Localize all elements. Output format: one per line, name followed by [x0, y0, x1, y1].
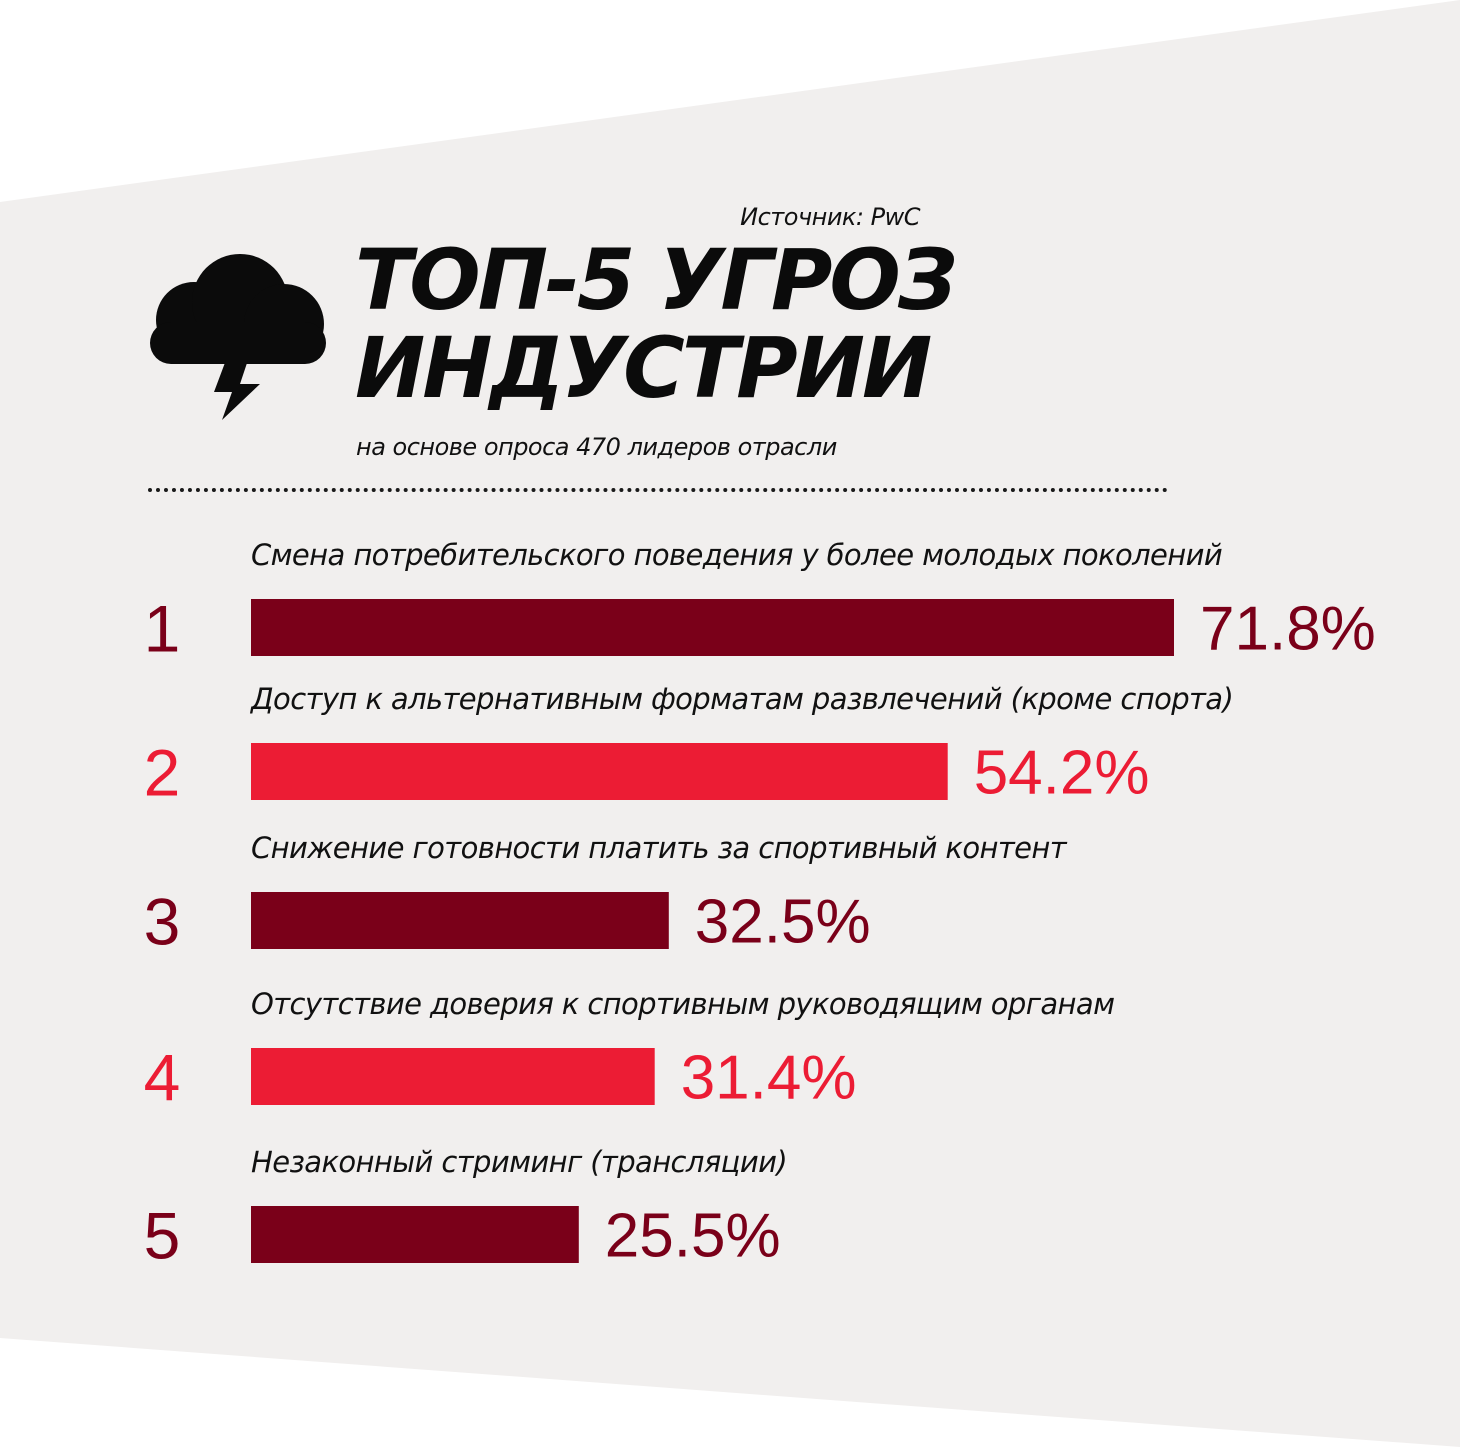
title-line-1: ТОП-5 УГРОЗ — [355, 231, 958, 329]
threat-value-label: 71.8% — [1200, 595, 1376, 664]
threat-rank: 1 — [144, 592, 181, 666]
threat-label: Доступ к альтернативным форматам развлеч… — [249, 682, 1233, 716]
thunderstorm-cloud-icon — [150, 254, 326, 420]
threat-label: Незаконный стриминг (трансляции) — [251, 1145, 787, 1179]
threat-rank: 2 — [144, 736, 181, 810]
source-note: Источник: PwC — [740, 203, 920, 231]
threat-value-label: 54.2% — [974, 739, 1150, 808]
threat-value-label: 25.5% — [605, 1202, 781, 1271]
threat-bar — [251, 743, 948, 800]
page-title: ТОП-5 УГРОЗ ИНДУСТРИИ — [355, 236, 975, 412]
threat-label: Снижение готовности платить за спортивны… — [251, 831, 1068, 865]
threat-label: Отсутствие доверия к спортивным руководя… — [251, 987, 1114, 1021]
threat-rank: 3 — [144, 885, 181, 959]
title-line-2: ИНДУСТРИИ — [355, 319, 932, 417]
threat-rank: 4 — [144, 1041, 181, 1115]
threat-bar — [251, 892, 669, 949]
threat-value-label: 32.5% — [695, 888, 871, 957]
threat-bar — [251, 1048, 655, 1105]
threat-rank: 5 — [144, 1199, 181, 1273]
subtitle: на основе опроса 470 лидеров отрасли — [356, 433, 837, 461]
threat-label: Смена потребительского поведения у более… — [251, 538, 1222, 572]
threat-value-label: 31.4% — [681, 1044, 857, 1113]
dotted-divider — [148, 488, 1168, 492]
threat-bar — [251, 1206, 579, 1263]
threat-bar — [251, 599, 1174, 656]
